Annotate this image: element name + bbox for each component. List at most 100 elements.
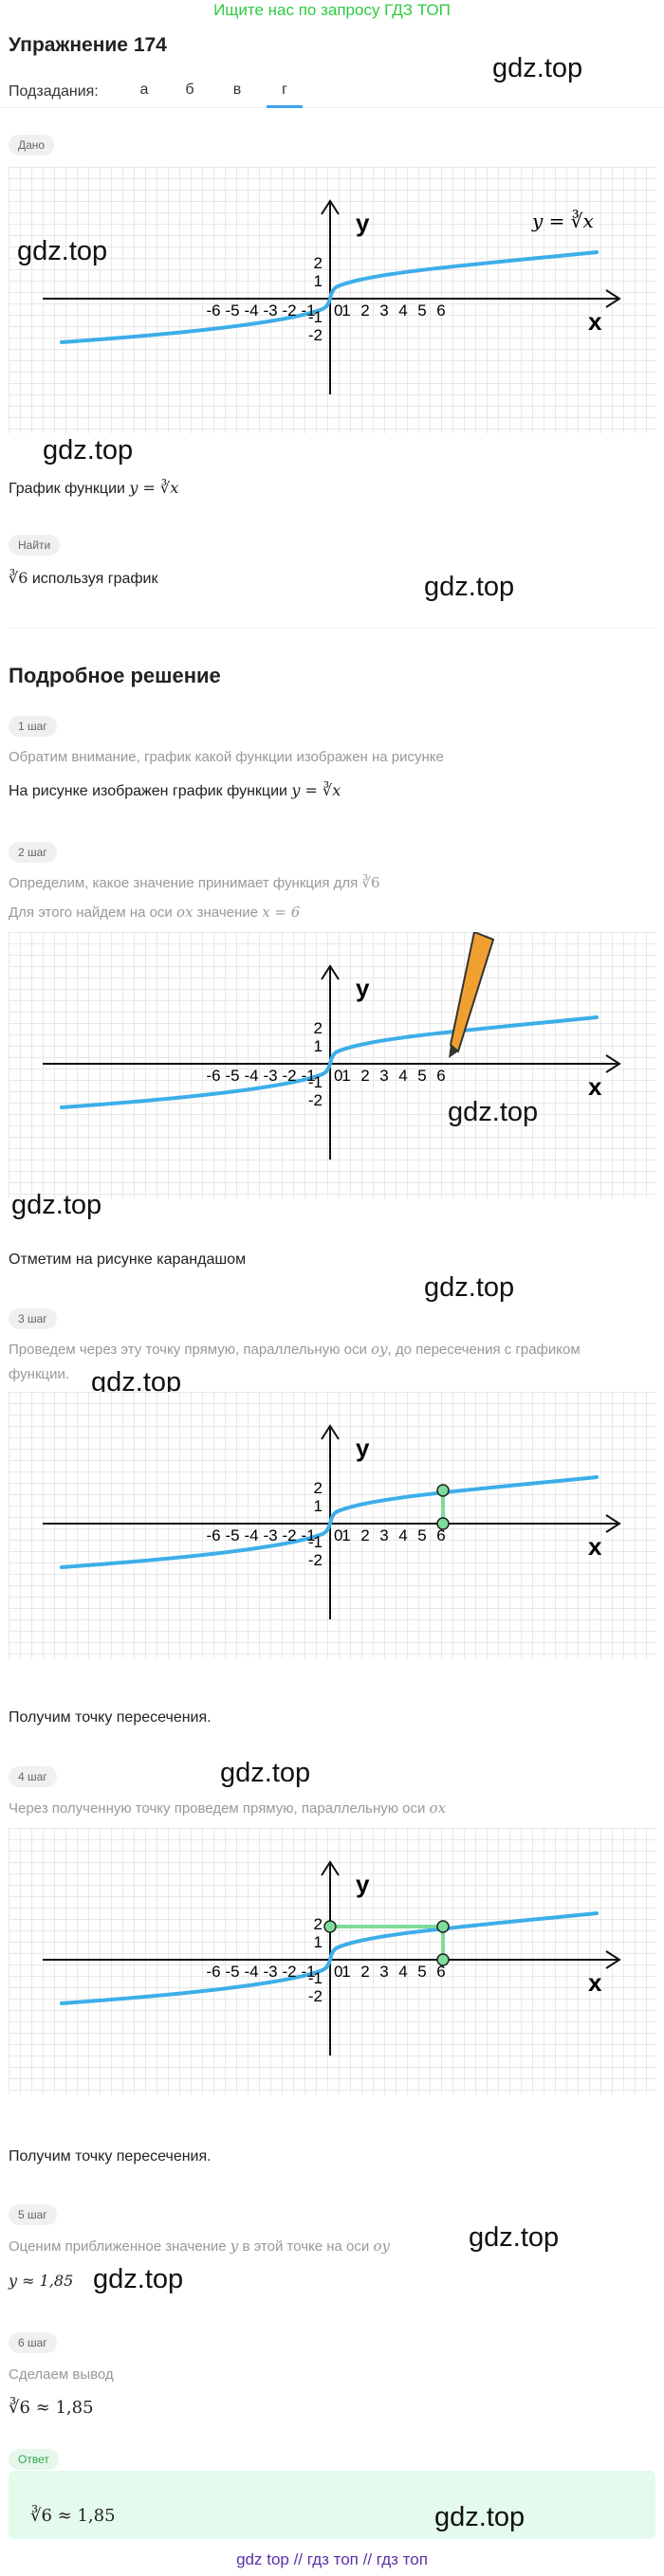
- step2-desc-text: Определим, какое значение принимает функ…: [9, 875, 359, 891]
- tab-v[interactable]: в: [232, 82, 242, 98]
- step1-math: y = ∛x: [291, 781, 341, 799]
- promo-banner[interactable]: Ищите нас по запросу ГДЗ ТОП: [213, 1, 451, 19]
- page-title: Упражнение 174: [9, 34, 167, 56]
- y-tick-label: -2: [308, 1551, 323, 1569]
- cube-root-curve: [60, 1475, 599, 1569]
- x-tick-label: 3: [379, 1963, 388, 1981]
- y-axis-label: y: [356, 1434, 370, 1462]
- watermark: gdz.top: [17, 236, 108, 266]
- y-tick-label: 1: [314, 1933, 323, 1951]
- y-tick-label: 1: [314, 1497, 323, 1515]
- solution-title: Подробное решение: [9, 664, 221, 687]
- x-tick-label: -4: [244, 1526, 258, 1544]
- watermark: gdz.top: [424, 572, 515, 602]
- x-axis-label: x: [588, 307, 602, 336]
- x-tick-label: 5: [417, 1963, 426, 1981]
- tab-b[interactable]: б: [185, 82, 194, 98]
- step3-desc: Проведем через эту точку прямую, паралле…: [9, 1341, 581, 1358]
- cube-root-curve: [60, 1911, 599, 2005]
- tab-g[interactable]: г: [282, 82, 287, 98]
- x-axis-label: x: [588, 1968, 602, 1997]
- pencil-icon: [449, 932, 495, 1058]
- given-graph: y x y = ∛x -6 -5 -4 -3 -2 -1 0 1 2 3 4 5 6 2 1 -1 -2: [9, 167, 655, 433]
- step4-desc: Через полученную точку проведем прямую, …: [9, 1800, 446, 1817]
- active-tab-indicator: [267, 105, 303, 108]
- step1-desc: Обратим внимание, график какой функции и…: [9, 749, 444, 765]
- find-label: используя график: [31, 571, 158, 587]
- watermark: gdz.top: [448, 1097, 539, 1127]
- given-caption: График функции y = ∛x: [9, 479, 178, 498]
- answer-pill: Ответ: [9, 2449, 59, 2470]
- x-tick-label: 2: [360, 1963, 369, 1981]
- watermark: gdz.top: [469, 2222, 560, 2253]
- step3-pill: 3 шаг: [9, 1308, 57, 1329]
- x-tick-label: -3: [263, 301, 277, 320]
- step6-pill: 6 шаг: [9, 2332, 57, 2353]
- x-tick-label: -4: [244, 1067, 258, 1085]
- x-tick-label: -5: [225, 1526, 239, 1544]
- step1-text: На рисунке изображен график функции y = …: [9, 781, 341, 800]
- step5-desc-m1: y: [230, 2238, 239, 2255]
- step5-desc-m2: oy: [373, 2238, 390, 2255]
- x-tick-label: 6: [436, 1526, 445, 1544]
- y-tick-label: 2: [314, 1479, 323, 1497]
- step6-desc: Сделаем вывод: [9, 2366, 114, 2383]
- x-tick-label: 3: [379, 1067, 388, 1085]
- tab-a[interactable]: а: [139, 82, 149, 98]
- step4-desc-a: Через полученную точку проведем прямую, …: [9, 1800, 426, 1817]
- x-tick-label: 5: [417, 1526, 426, 1544]
- y-tick-labels: 21 -1-2: [308, 1019, 323, 1109]
- y-tick-label: 2: [314, 1019, 323, 1037]
- x-tick-label: 2: [360, 1067, 369, 1085]
- step2-desc: Определим, какое значение принимает функ…: [9, 874, 380, 891]
- y-axis-label: y: [356, 209, 370, 237]
- step5-desc: Оценим приближенное значение y в этой то…: [9, 2238, 390, 2255]
- given-caption-math: y = ∛x: [129, 479, 179, 497]
- footer-links[interactable]: gdz top // гдз топ // гдз топ: [236, 2550, 428, 2568]
- x-tick-label: -6: [206, 1526, 220, 1544]
- step3-desc-c: функции.: [9, 1366, 70, 1382]
- cube-root-curve: [60, 250, 599, 344]
- step6-math: ∛6 ≈ 1,85: [9, 2398, 94, 2418]
- y-tick-label: -1: [308, 1073, 323, 1091]
- x-tick-label: -3: [263, 1526, 277, 1544]
- x-tick-label: -4: [244, 301, 258, 320]
- graph-svg: y x -6 -5 -4 -3 -2 -1 01 2 3 4 5 6 21-1-2: [43, 1860, 621, 2055]
- step6-math-value: ∛6 ≈ 1,85: [9, 2398, 94, 2418]
- y-tick-label: 2: [314, 1915, 323, 1933]
- intersection-point: [436, 1484, 450, 1497]
- x-tick-label: 1: [341, 1067, 350, 1085]
- answer-math: ∛6 ≈ 1,85: [30, 2506, 116, 2526]
- step1-pill: 1 шаг: [9, 716, 57, 737]
- y-axis-label: y: [356, 974, 370, 1002]
- divider: [9, 628, 655, 629]
- x-tick-label: 1: [341, 1963, 350, 1981]
- x-tick-label: 0: [334, 1526, 342, 1544]
- y-tick-label: 1: [314, 272, 323, 290]
- y-tick-label: -2: [308, 1987, 323, 2005]
- step4-text: Получим точку пересечения.: [9, 2148, 212, 2165]
- step2-desc2-m2: x = 6: [262, 904, 301, 921]
- x-tick-label: 0: [334, 301, 342, 320]
- x-tick-label: -2: [282, 1526, 296, 1544]
- x-tick-label: 6: [436, 301, 445, 320]
- curve-label: y = ∛x: [531, 210, 594, 232]
- find-math: ∛6: [9, 569, 28, 587]
- y-tick-label: -1: [308, 1969, 323, 1987]
- x-tick-label: 4: [398, 1963, 407, 1981]
- x-tick-labels: -6 -5 -4 -3 -2 -1 01 2 3 4 5 6: [206, 1963, 445, 1981]
- step3-graph: y x -6 -5 -4 -3 -2 -1 0 1 2 3 4 5 6 2 1 -1 -2: [9, 1392, 655, 1658]
- x-tick-label: -5: [225, 1067, 239, 1085]
- given-caption-text: График функции: [9, 481, 125, 497]
- tabs-divider: [0, 107, 664, 108]
- x6-point: [436, 1953, 450, 1966]
- answer-box: [9, 2471, 655, 2539]
- x-tick-labels: -6 -5 -4 -3 -2 -1 01 2 3 4 5 6: [206, 1067, 445, 1085]
- step3-desc-b: , до пересечения с графиком: [387, 1342, 581, 1358]
- x6-point: [436, 1517, 450, 1530]
- step3-desc-math: oy: [371, 1341, 388, 1358]
- x-tick-label: 3: [379, 1526, 388, 1544]
- y-tick-labels: 21 -1-2: [308, 254, 323, 344]
- given-pill: Дано: [9, 135, 55, 155]
- x-tick-label: 0: [334, 1963, 342, 1981]
